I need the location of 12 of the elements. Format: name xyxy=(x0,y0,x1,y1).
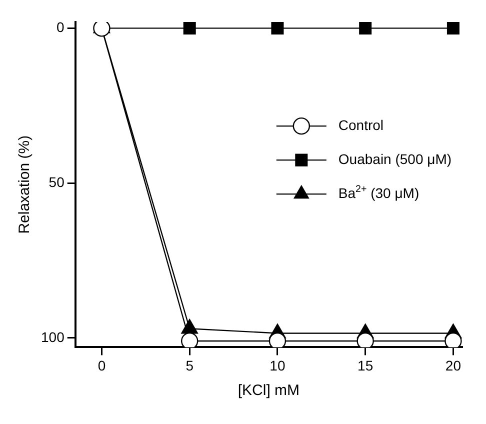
x-tick-label: 10 xyxy=(270,357,286,374)
y-tick-label: 0 xyxy=(56,19,65,36)
y-axis-title: Relaxation (%) xyxy=(16,135,34,234)
x-tick-label: 5 xyxy=(186,357,194,374)
x-tick-label: 15 xyxy=(358,357,374,374)
y-tick-label: 100 xyxy=(41,328,65,345)
legend-label: Control xyxy=(338,116,384,133)
x-tick-label: 20 xyxy=(445,357,462,374)
legend-label: Ouabain (500 μM) xyxy=(338,150,452,167)
x-tick-label: 0 xyxy=(98,357,106,374)
x-axis-title: [KCl] mM xyxy=(238,382,300,400)
y-tick-label: 50 xyxy=(48,174,65,190)
